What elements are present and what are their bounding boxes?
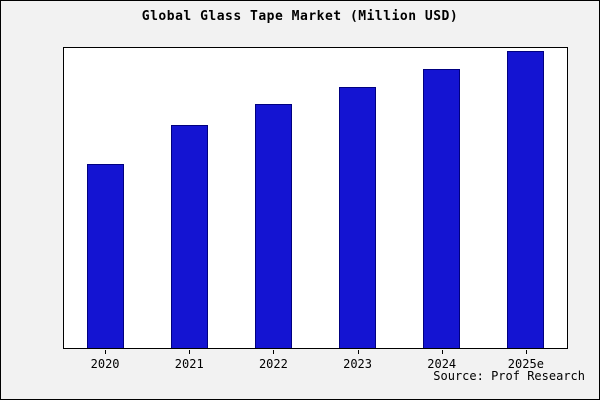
bars bbox=[64, 48, 567, 348]
x-axis-labels: 2020 2021 2022 2023 2024 2025e bbox=[63, 350, 568, 371]
bar-2023 bbox=[338, 86, 376, 348]
chart-title: Global Glass Tape Market (Million USD) bbox=[141, 9, 459, 24]
x-tick-label-2021: 2021 bbox=[147, 350, 231, 371]
source-credit: Source: Prof Research bbox=[433, 369, 585, 383]
plot-area bbox=[63, 47, 568, 349]
x-tick-label-2025e: 2025e bbox=[484, 350, 568, 371]
bar-2025e bbox=[506, 50, 544, 348]
bar-2022 bbox=[255, 104, 293, 348]
bar-2021 bbox=[171, 125, 209, 348]
x-tick-label-2023: 2023 bbox=[316, 350, 400, 371]
x-tick-label-2022: 2022 bbox=[231, 350, 315, 371]
x-tick-label-2020: 2020 bbox=[63, 350, 147, 371]
bar-2024 bbox=[422, 68, 460, 348]
x-tick-label-2024: 2024 bbox=[400, 350, 484, 371]
bar-2020 bbox=[87, 163, 125, 348]
